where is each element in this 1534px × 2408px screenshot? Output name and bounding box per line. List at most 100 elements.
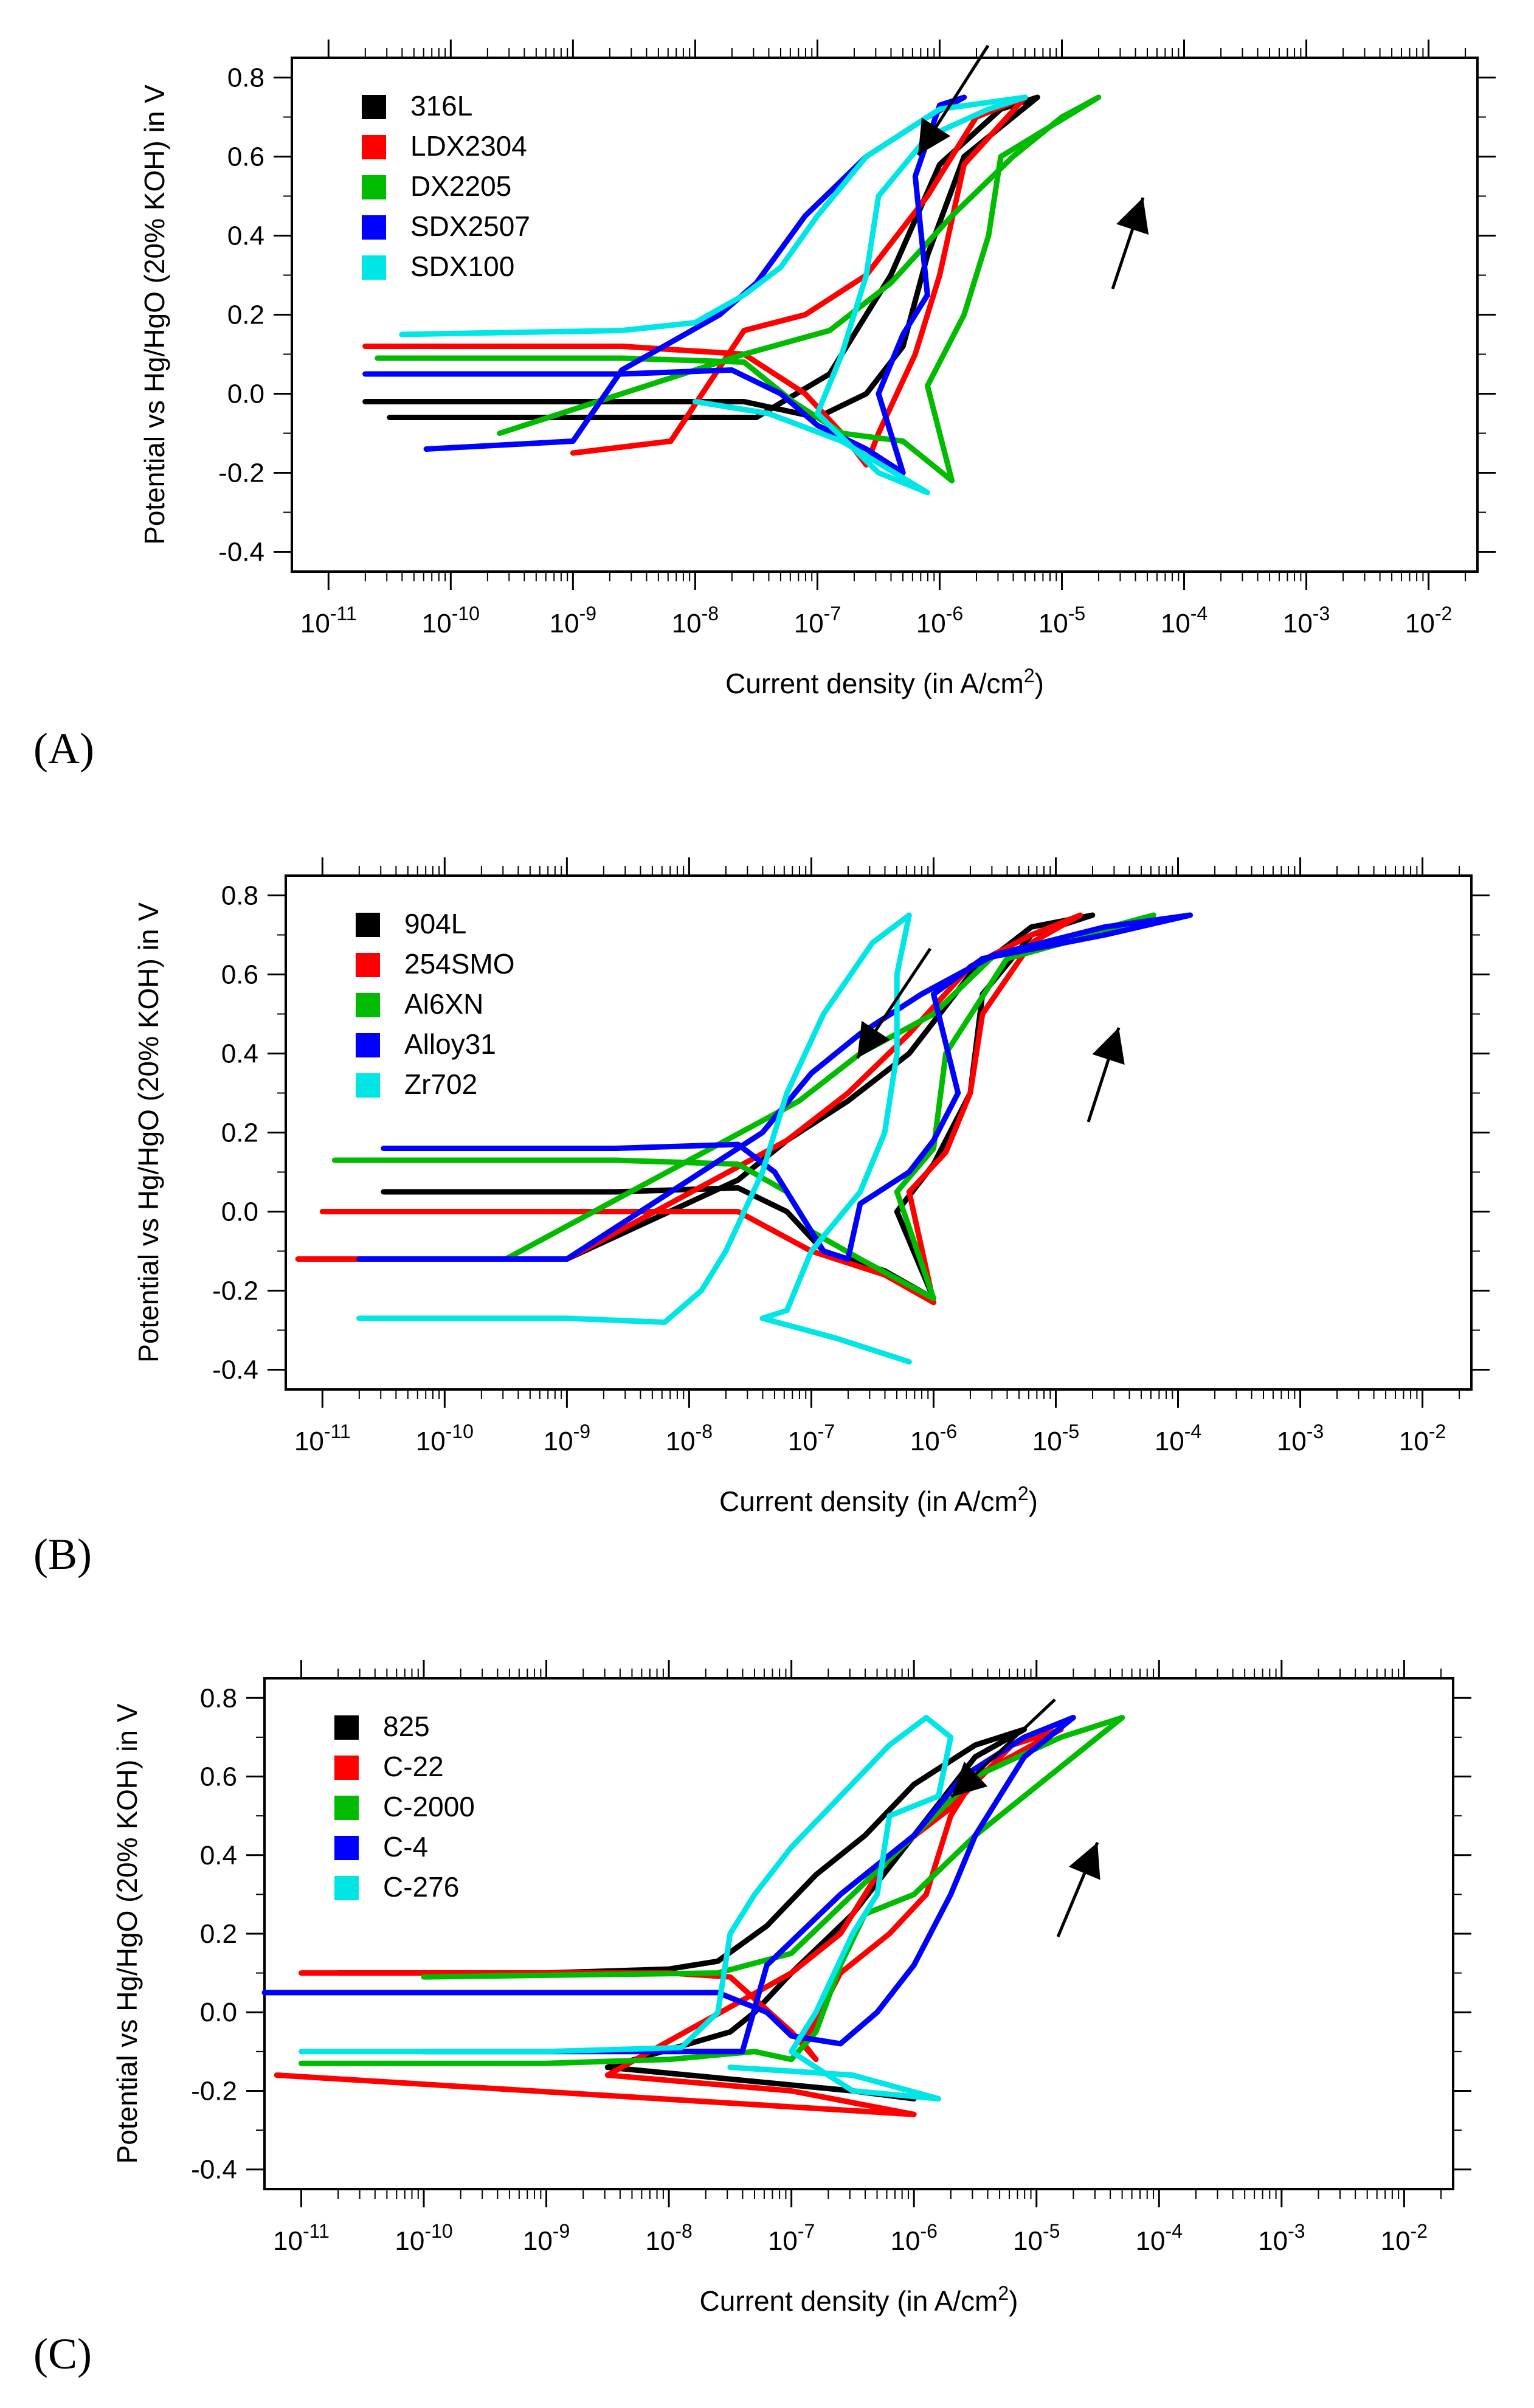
y-tick-label: 0.4 xyxy=(227,221,264,251)
x-tick-label: 10-9 xyxy=(523,2220,570,2256)
legend-label-C-2000: C-2000 xyxy=(383,1791,475,1822)
scan-arrow-head xyxy=(857,1020,890,1058)
y-tick-label: 0.6 xyxy=(200,1762,237,1792)
x-tick-label: 10-6 xyxy=(916,603,963,638)
y-tick-label: 0.2 xyxy=(221,1118,258,1148)
y-axis-title: Potential vs Hg/HgO (20% KOH) in V xyxy=(133,902,164,1363)
legend-swatch-C-4 xyxy=(334,1836,359,1860)
legend-swatch-825 xyxy=(334,1715,359,1740)
legend-label-Al6XN: Al6XN xyxy=(404,988,483,1020)
scan-arrow-head xyxy=(1068,1842,1100,1880)
series-line-SDX100 xyxy=(399,94,1028,496)
y-tick-label: 0.2 xyxy=(227,300,264,330)
legend-label-904L: 904L xyxy=(404,908,466,939)
x-tick-label: 10-3 xyxy=(1277,1420,1324,1456)
x-tick-label: 10-6 xyxy=(910,1420,957,1456)
x-axis-title: Current density (in A/cm2) xyxy=(719,1483,1038,1517)
x-tick-label: 10-8 xyxy=(666,1420,713,1456)
x-tick-label: 10-10 xyxy=(416,1420,474,1456)
x-tick-label: 10-7 xyxy=(794,603,841,638)
scan-arrow-head xyxy=(1092,1028,1125,1065)
x-tick-label: 10-7 xyxy=(788,1420,835,1456)
x-tick-label: 10-10 xyxy=(395,2220,452,2256)
y-tick-label: 0.8 xyxy=(221,881,258,911)
legend-swatch-SDX100 xyxy=(362,255,386,280)
y-tick-label: -0.2 xyxy=(191,2076,237,2106)
series-line-C-276 xyxy=(299,1715,954,2102)
y-tick-label: 0.4 xyxy=(200,1841,237,1870)
legend-swatch-C-22 xyxy=(334,1756,359,1780)
chart-panel-1: 10-11 10-10 10-9 10-8 10-7 10-6 10-5 10-4 10-3 10… xyxy=(33,40,1496,773)
x-tick-label: 10-11 xyxy=(294,1420,351,1456)
x-tick-label: 10-5 xyxy=(1013,2220,1060,2256)
legend-label-SDX100: SDX100 xyxy=(410,251,514,282)
y-tick-label: -0.4 xyxy=(191,2155,237,2185)
x-tick-label: 10-5 xyxy=(1032,1420,1079,1456)
legend-label-C-4: C-4 xyxy=(383,1831,428,1863)
x-tick-label: 10-3 xyxy=(1283,603,1330,638)
panel-label: (A) xyxy=(33,724,94,773)
series-line-254SMO xyxy=(295,912,1083,1306)
legend-swatch-254SMO xyxy=(356,953,380,977)
legend-swatch-LDX2304 xyxy=(362,135,386,159)
x-tick-label: 10-2 xyxy=(1405,603,1452,638)
y-tick-label: 0.0 xyxy=(221,1197,258,1227)
y-tick-label: -0.4 xyxy=(212,1355,258,1385)
legend-swatch-SDX2507 xyxy=(362,215,386,240)
y-tick-label: 0.2 xyxy=(200,1919,237,1949)
panel-label: (C) xyxy=(33,2330,92,2378)
legend-label-SDX2507: SDX2507 xyxy=(410,210,530,242)
x-tick-label: 10-7 xyxy=(768,2220,815,2256)
legend-label-DX2205: DX2205 xyxy=(410,170,511,202)
series-line-C-4 xyxy=(261,1715,1076,2055)
x-tick-label: 10-4 xyxy=(1136,2220,1183,2256)
y-tick-label: 0.0 xyxy=(227,379,264,409)
y-tick-label: 0.6 xyxy=(221,960,258,990)
legend-label-C-276: C-276 xyxy=(383,1871,459,1903)
legend-swatch-Al6XN xyxy=(356,993,380,1017)
y-tick-label: 0.8 xyxy=(227,63,264,93)
x-tick-label: 10-8 xyxy=(645,2220,692,2256)
legend-label-825: 825 xyxy=(383,1711,430,1742)
x-tick-label: 10-8 xyxy=(672,603,719,638)
y-tick-label: 0.6 xyxy=(227,142,264,172)
x-tick-label: 10-2 xyxy=(1399,1420,1446,1456)
y-tick-label: 0.0 xyxy=(200,1998,237,2027)
x-tick-label: 10-4 xyxy=(1155,1420,1201,1456)
legend-label-316L: 316L xyxy=(410,90,472,122)
scan-arrow-head xyxy=(1116,198,1149,235)
series-line-316L xyxy=(362,94,1040,420)
y-tick-label: -0.2 xyxy=(212,1276,258,1306)
legend-label-LDX2304: LDX2304 xyxy=(410,130,527,162)
legend-swatch-Alloy31 xyxy=(356,1033,380,1057)
y-tick-label: 0.4 xyxy=(221,1039,258,1069)
x-tick-label: 10-9 xyxy=(544,1420,590,1456)
x-tick-label: 10-4 xyxy=(1161,603,1208,638)
legend-swatch-C-276 xyxy=(334,1876,359,1900)
y-tick-label: -0.2 xyxy=(218,458,264,488)
series-line-C-22 xyxy=(274,1726,1064,2117)
legend-swatch-316L xyxy=(362,95,386,119)
legend-label-Zr702: Zr702 xyxy=(404,1068,477,1100)
legend-swatch-C-2000 xyxy=(334,1796,359,1820)
y-axis-title: Potential vs Hg/HgO (20% KOH) in V xyxy=(111,1703,143,2164)
chart-panel-3: 10-11 10-10 10-9 10-8 10-7 10-6 10-5 10-4 10-3 10… xyxy=(33,1660,1471,2378)
series-line-Zr702 xyxy=(356,912,912,1365)
x-tick-label: 10-9 xyxy=(550,603,596,638)
series-line-825 xyxy=(335,1726,1028,2102)
x-tick-label: 10-10 xyxy=(422,603,480,638)
x-axis-title: Current density (in A/cm2) xyxy=(700,2282,1018,2317)
x-tick-label: 10-2 xyxy=(1381,2220,1428,2256)
x-tick-label: 10-6 xyxy=(890,2220,937,2256)
legend-swatch-904L xyxy=(356,913,380,937)
scan-arrow-head xyxy=(952,1761,988,1797)
legend-label-Alloy31: Alloy31 xyxy=(404,1028,496,1060)
y-tick-label: 0.8 xyxy=(200,1683,237,1713)
panel-label: (B) xyxy=(33,1530,92,1579)
chart-panel-2: 10-11 10-10 10-9 10-8 10-7 10-6 10-5 10-4 10-3 10… xyxy=(33,857,1490,1579)
x-axis-title: Current density (in A/cm2) xyxy=(725,665,1044,699)
legend-label-C-22: C-22 xyxy=(383,1751,444,1782)
series-line-Alloy31 xyxy=(356,912,1194,1262)
